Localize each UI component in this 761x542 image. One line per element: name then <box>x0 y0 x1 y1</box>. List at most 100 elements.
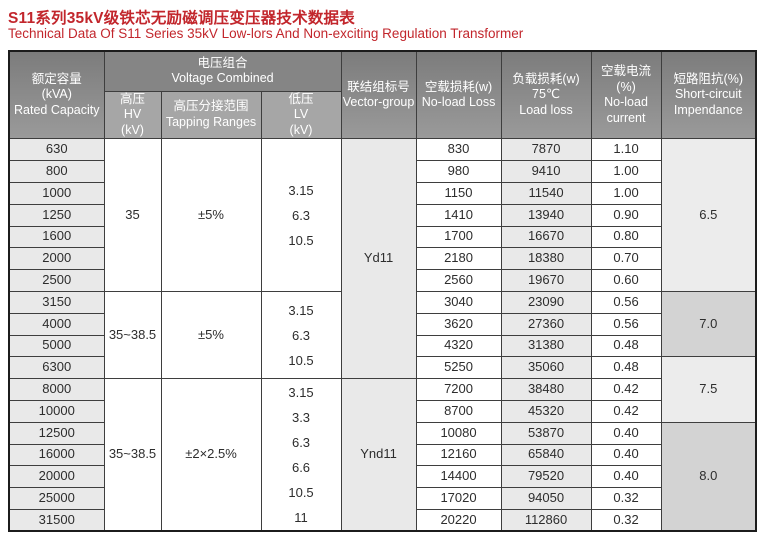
table-row: 2000 2180 18380 0.70 <box>8 247 756 271</box>
no-load-current-cell: 0.70 <box>590 247 662 271</box>
capacity-cell: 2500 <box>8 269 105 292</box>
no-load-current-cell: 1.10 <box>590 138 662 162</box>
load-loss-cell: 11540 <box>500 181 592 205</box>
load-loss-cell: 16670 <box>500 225 592 249</box>
no-load-current-cell: 0.32 <box>590 508 662 532</box>
header-no-load-current: 空载电流(%) No-load current <box>590 50 662 140</box>
no-load-loss-cell: 7200 <box>415 378 502 401</box>
load-loss-cell: 112860 <box>500 508 592 532</box>
capacity-cell: 12500 <box>8 421 105 445</box>
load-loss-cell: 65840 <box>500 443 592 467</box>
page-title: S11系列35kV级铁芯无励磁调压变压器技术数据表 <box>8 10 355 27</box>
tapping-range-cell: ±2×2.5% <box>160 378 262 532</box>
table-row: 6300 5250 35060 0.48 7.5 <box>8 356 757 423</box>
header-tapping-ranges: 高压分接范围 Tapping Ranges <box>160 90 262 140</box>
capacity-cell: 8000 <box>8 378 105 401</box>
no-load-current-cell: 0.60 <box>590 269 662 292</box>
no-load-loss-cell: 3040 <box>415 290 502 314</box>
capacity-cell: 20000 <box>8 465 105 489</box>
capacity-cell: 1000 <box>8 181 105 205</box>
no-load-loss-cell: 14400 <box>415 465 502 489</box>
hv-cell: 35~38.5 <box>103 378 162 532</box>
table-row: 1250 1410 13940 0.90 <box>8 203 756 227</box>
no-load-current-cell: 0.40 <box>590 443 662 467</box>
table-row: 630 35 ±5% 3.15 6.3 10.5 Yd11 830 7870 1… <box>8 138 757 380</box>
no-load-current-cell: 0.90 <box>590 203 662 227</box>
no-load-current-cell: 1.00 <box>590 181 662 205</box>
no-load-current-cell: 0.42 <box>590 378 662 401</box>
header-no-load-loss: 空载损耗(w) No-load Loss <box>415 50 502 140</box>
header-vector-group: 联结组标号 Vector-group <box>340 50 417 140</box>
no-load-current-cell: 0.48 <box>590 356 662 380</box>
capacity-cell: 1250 <box>8 203 105 227</box>
capacity-cell: 630 <box>8 138 105 162</box>
no-load-current-cell: 0.40 <box>590 421 662 445</box>
no-load-current-cell: 0.56 <box>590 290 662 314</box>
no-load-current-cell: 0.56 <box>590 312 662 336</box>
capacity-cell: 5000 <box>8 334 105 358</box>
load-loss-cell: 18380 <box>500 247 592 271</box>
load-loss-cell: 31380 <box>500 334 592 358</box>
no-load-loss-cell: 980 <box>415 160 502 183</box>
no-load-loss-cell: 4320 <box>415 334 502 358</box>
table-row: 25000 17020 94050 0.32 <box>8 487 756 510</box>
impedance-cell: 7.5 <box>660 356 757 423</box>
capacity-cell: 1600 <box>8 225 105 249</box>
vector-group-cell: Yd11 <box>340 138 417 380</box>
tapping-range-cell: ±5% <box>160 290 262 380</box>
impedance-cell: 8.0 <box>660 421 757 532</box>
capacity-cell: 10000 <box>8 399 105 423</box>
no-load-loss-cell: 3620 <box>415 312 502 336</box>
load-loss-cell: 7870 <box>500 138 592 162</box>
no-load-current-cell: 0.80 <box>590 225 662 249</box>
transformer-data-table: 额定容量 (kVA) Rated Capacity 电压组合 Voltage C… <box>8 50 758 533</box>
lv-cell: 3.15 3.3 6.3 6.6 10.5 11 <box>260 378 342 532</box>
no-load-loss-cell: 5250 <box>415 356 502 380</box>
header-lv: 低压 LV (kV) <box>260 90 342 140</box>
capacity-cell: 6300 <box>8 356 105 380</box>
no-load-current-cell: 0.48 <box>590 334 662 358</box>
capacity-cell: 4000 <box>8 312 105 336</box>
no-load-current-cell: 0.32 <box>590 487 662 510</box>
no-load-loss-cell: 1410 <box>415 203 502 227</box>
load-loss-cell: 23090 <box>500 290 592 314</box>
no-load-loss-cell: 12160 <box>415 443 502 467</box>
capacity-cell: 800 <box>8 160 105 183</box>
load-loss-cell: 27360 <box>500 312 592 336</box>
no-load-loss-cell: 8700 <box>415 399 502 423</box>
header-rated-capacity: 额定容量 (kVA) Rated Capacity <box>8 50 105 140</box>
no-load-loss-cell: 1700 <box>415 225 502 249</box>
table-row: 12500 10080 53870 0.40 8.0 <box>8 421 757 532</box>
table-row: 4000 3620 27360 0.56 <box>8 312 756 336</box>
load-loss-cell: 45320 <box>500 399 592 423</box>
load-loss-cell: 53870 <box>500 421 592 445</box>
header-hv: 高压 HV (kV) <box>103 90 162 140</box>
capacity-cell: 2000 <box>8 247 105 271</box>
hv-cell: 35~38.5 <box>103 290 162 380</box>
hv-cell: 35 <box>103 138 162 292</box>
load-loss-cell: 38480 <box>500 378 592 401</box>
capacity-cell: 16000 <box>8 443 105 467</box>
no-load-loss-cell: 20220 <box>415 508 502 532</box>
vector-group-cell: Ynd11 <box>340 378 417 532</box>
table-row: 8000 35~38.5 ±2×2.5% 3.15 3.3 6.3 6.6 10… <box>8 378 756 532</box>
impedance-cell: 7.0 <box>660 290 757 358</box>
header-short-circuit-impedance: 短路阻抗(%) Short-circuit Impendance <box>660 50 757 140</box>
capacity-cell: 3150 <box>8 290 105 314</box>
load-loss-cell: 35060 <box>500 356 592 380</box>
table-row: 31500 20220 112860 0.32 <box>8 508 756 532</box>
no-load-loss-cell: 830 <box>415 138 502 162</box>
no-load-loss-cell: 2560 <box>415 269 502 292</box>
lv-cell: 3.15 6.3 10.5 <box>260 290 342 380</box>
no-load-loss-cell: 1150 <box>415 181 502 205</box>
load-loss-cell: 13940 <box>500 203 592 227</box>
no-load-current-cell: 0.42 <box>590 399 662 423</box>
header-load-loss: 负载损耗(w) 75℃ Load loss <box>500 50 592 140</box>
no-load-current-cell: 1.00 <box>590 160 662 183</box>
table-row: 3150 35~38.5 ±5% 3.15 6.3 10.5 3040 2309… <box>8 290 757 380</box>
load-loss-cell: 9410 <box>500 160 592 183</box>
no-load-loss-cell: 10080 <box>415 421 502 445</box>
lv-cell: 3.15 6.3 10.5 <box>260 138 342 292</box>
capacity-cell: 31500 <box>8 508 105 532</box>
